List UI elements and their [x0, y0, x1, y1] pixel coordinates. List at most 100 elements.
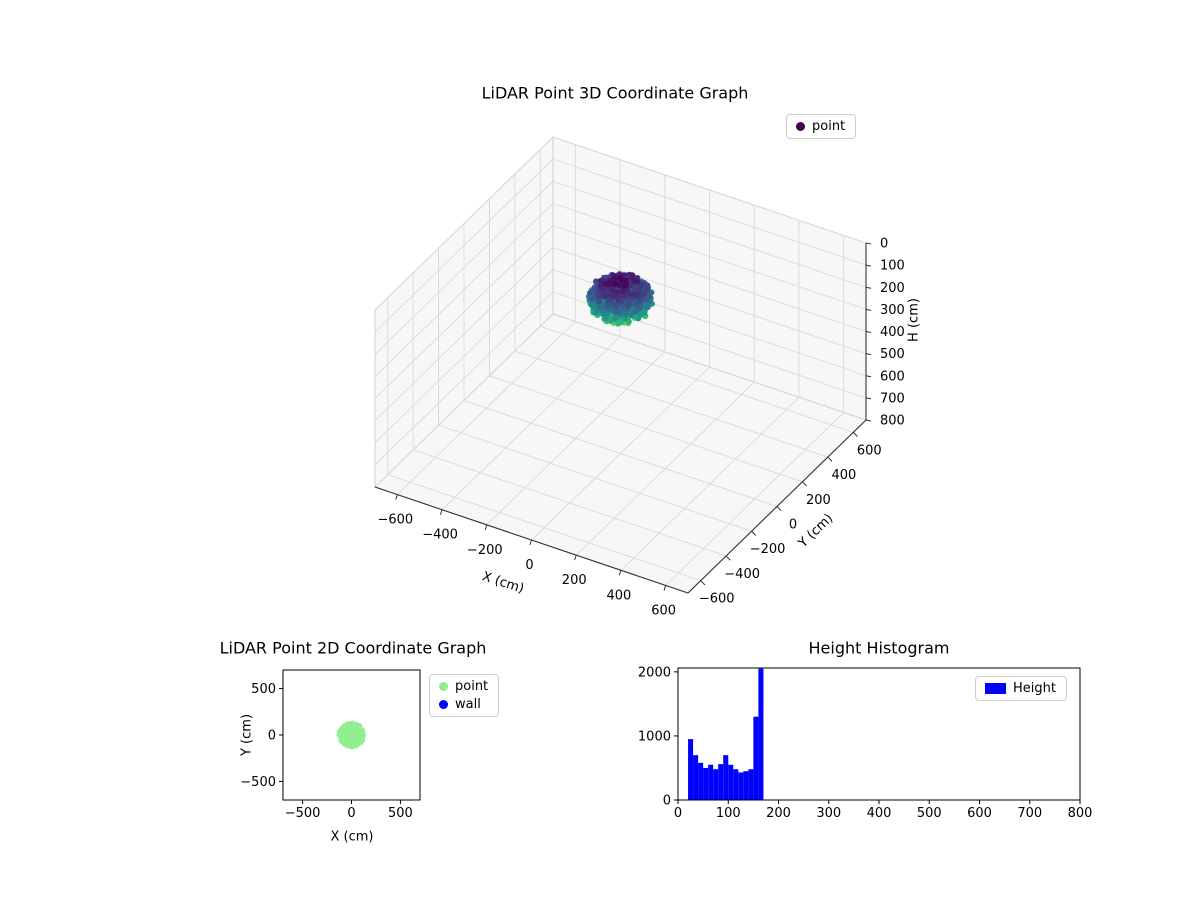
scatter-point: [590, 295, 597, 302]
scatter-point: [356, 734, 362, 741]
scatter2d-points: [336, 720, 367, 750]
y-tick-label: 2000: [638, 665, 671, 680]
legend-entry-height: Height: [985, 681, 1056, 696]
scatter-point: [615, 320, 622, 327]
histogram-bar: [723, 755, 729, 800]
grid-line: [374, 203, 554, 377]
scatter-point: [625, 302, 632, 309]
grid-line: [412, 449, 727, 557]
scatter-point: [589, 303, 596, 310]
histogram-bar: [738, 772, 744, 800]
tick-mark: [865, 375, 872, 378]
tick-mark: [776, 506, 782, 512]
x-tick-label: 500: [388, 806, 413, 821]
y-tick-label: −200: [750, 542, 786, 557]
tick-mark: [725, 555, 731, 561]
z-tick-label: 400: [880, 325, 905, 340]
legend-label: Height: [1013, 681, 1056, 696]
tick-mark: [395, 494, 398, 500]
scatter-point: [353, 738, 359, 745]
tick-mark: [663, 585, 667, 591]
scatter-point: [340, 736, 346, 742]
scatter-point: [350, 731, 356, 737]
scatter-point: [616, 308, 623, 315]
scatter-point: [633, 278, 640, 285]
histogram-bar: [693, 755, 699, 800]
grid-line: [374, 180, 554, 355]
scatter-point: [344, 726, 350, 732]
histogram-bar: [758, 668, 764, 800]
x-tick-label: 500: [917, 806, 942, 821]
scatter-point: [604, 303, 611, 310]
scatter-point: [606, 280, 613, 287]
x-tick-label: 100: [716, 806, 741, 821]
grid-line: [552, 136, 867, 244]
x-tick-label: −200: [467, 543, 503, 558]
scatter-point: [602, 293, 609, 300]
plot2d-yaxis-label: Y (cm): [239, 713, 255, 757]
scatter-point: [607, 317, 614, 324]
plot2d-canvas: −500 0 500 −500 0 500: [240, 669, 421, 821]
x-tick-label: 600: [651, 603, 676, 618]
legend-label: point: [455, 679, 489, 694]
histogram-canvas: 0 100 200 300 400 500 600 700 800 0 1000 2000: [638, 665, 1093, 821]
scatter-point: [357, 728, 363, 734]
grid-line: [552, 225, 867, 332]
grid-line: [374, 247, 554, 421]
histogram-bar: [743, 771, 749, 800]
tick-mark: [865, 264, 872, 267]
histogram-bar: [703, 767, 709, 800]
legend-entry-point-2d: point: [439, 679, 488, 694]
grid-line: [374, 313, 554, 488]
grid-line: [540, 325, 854, 433]
tick-mark: [865, 397, 872, 400]
x-tick-label: −400: [422, 528, 458, 543]
histogram-bar: [733, 769, 739, 800]
x-tick-label: 300: [816, 806, 841, 821]
legend-point-marker-icon: [439, 682, 448, 691]
scatter-point: [613, 281, 620, 288]
scatter-point: [622, 311, 628, 317]
tick-mark: [865, 419, 872, 422]
grid-line: [374, 269, 554, 444]
x-tick-label: 400: [867, 806, 892, 821]
histogram-title: Height Histogram: [808, 638, 950, 658]
tick-mark: [751, 530, 757, 536]
z-tick-label: 300: [880, 303, 905, 318]
scatter-point: [344, 738, 350, 744]
tick-mark: [827, 456, 833, 462]
grid-line: [552, 158, 867, 266]
tick-mark: [618, 570, 622, 576]
legend-label: wall: [455, 697, 481, 712]
tick-mark: [865, 242, 872, 245]
plot3d-legend: point: [786, 114, 857, 139]
grid-line: [489, 375, 803, 483]
tick-mark: [484, 524, 488, 531]
scatter-point: [612, 315, 618, 322]
scatter-point: [587, 290, 593, 297]
tick-mark: [865, 353, 872, 356]
scatter-point: [638, 292, 645, 298]
tick-mark: [865, 308, 872, 311]
tick-mark: [865, 331, 872, 333]
y-tick-label: 500: [251, 682, 276, 697]
scatter-point: [629, 273, 636, 280]
x-tick-label: −600: [377, 513, 413, 528]
tick-mark: [802, 481, 807, 487]
histogram-bar: [718, 764, 724, 800]
scatter-point: [635, 315, 642, 322]
y-tick-label: 0: [268, 729, 276, 744]
z-tick-label: 700: [880, 391, 905, 406]
histogram-bar: [753, 716, 759, 800]
y-tick-label: 0: [789, 518, 797, 533]
plot3d-canvas: −600−400−2000200400600−600−400−200020040…: [374, 135, 905, 618]
tick-mark: [439, 509, 443, 515]
legend-label: point: [812, 119, 846, 134]
grid-line: [374, 291, 554, 466]
x-tick-label: 200: [766, 806, 791, 821]
legend-height-swatch-icon: [985, 683, 1006, 694]
grid-line: [438, 424, 752, 532]
x-tick-label: 600: [967, 806, 992, 821]
y-tick-label: −600: [699, 592, 735, 607]
